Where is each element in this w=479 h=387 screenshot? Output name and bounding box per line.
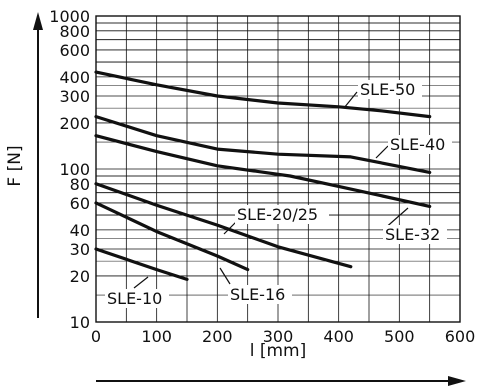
series-label-leader <box>219 267 231 285</box>
series-label-bg <box>388 135 452 154</box>
y-tick-label: 40 <box>70 221 90 240</box>
y-tick-label: 30 <box>70 240 90 259</box>
y-axis-label: F [N] <box>5 145 25 186</box>
y-tick-label: 400 <box>59 68 90 87</box>
series-label-leader <box>343 91 358 109</box>
plot-frame <box>95 15 461 323</box>
series-label-bg <box>235 205 329 224</box>
x-tick-label: 500 <box>384 327 415 346</box>
series-label: SLE-50 <box>360 80 415 99</box>
series-lines <box>94 70 432 281</box>
series-label-bg <box>358 80 422 99</box>
series-line <box>94 201 250 272</box>
x-tick-label: 400 <box>323 327 354 346</box>
x-tick-label: 300 <box>263 327 294 346</box>
y-tick-label: 200 <box>59 114 90 133</box>
y-tick-label: 800 <box>59 22 90 41</box>
y-tick-label: 1000 <box>49 7 90 26</box>
y-tick-label: 10 <box>70 313 90 332</box>
series-label-bg <box>228 285 292 304</box>
series-label-bg <box>383 225 447 244</box>
y-tick-label: 20 <box>70 267 90 286</box>
series-label: SLE-40 <box>390 135 445 154</box>
x-axis-label: l [mm] <box>250 341 307 361</box>
y-tick-label: 100 <box>59 160 90 179</box>
series-line <box>94 247 189 281</box>
series-line <box>94 134 432 208</box>
series-label: SLE-32 <box>385 225 440 244</box>
y-axis-arrowhead <box>33 12 43 30</box>
x-tick-label: 0 <box>91 327 101 346</box>
series-label-leader <box>375 145 389 159</box>
x-tick-label: 200 <box>202 327 233 346</box>
x-tick-label: 100 <box>141 327 172 346</box>
y-tick-label: 80 <box>70 175 90 194</box>
series-label-leader <box>133 276 149 289</box>
series-label: SLE-16 <box>230 285 285 304</box>
series-label: SLE-20/25 <box>237 205 318 224</box>
series-line <box>94 114 432 174</box>
series-label-leader <box>223 221 237 235</box>
y-tick-label: 60 <box>70 194 90 213</box>
y-tick-label: 600 <box>59 41 90 60</box>
series-labels: SLE-50 SLE-40 SLE-32 SLE-20/25 SLE-16 SLE-10 <box>105 80 452 308</box>
series-label-bg <box>105 289 169 308</box>
tick-labels: 0 100 200 300 400 500 600102030406080100200300… <box>49 7 475 346</box>
x-axis-arrowhead <box>448 376 466 386</box>
x-tick-label: 600 <box>445 327 476 346</box>
series-label: SLE-10 <box>107 289 162 308</box>
axes <box>33 12 466 386</box>
series-line <box>94 70 432 119</box>
series-line <box>94 182 353 269</box>
y-tick-label: 300 <box>59 87 90 106</box>
